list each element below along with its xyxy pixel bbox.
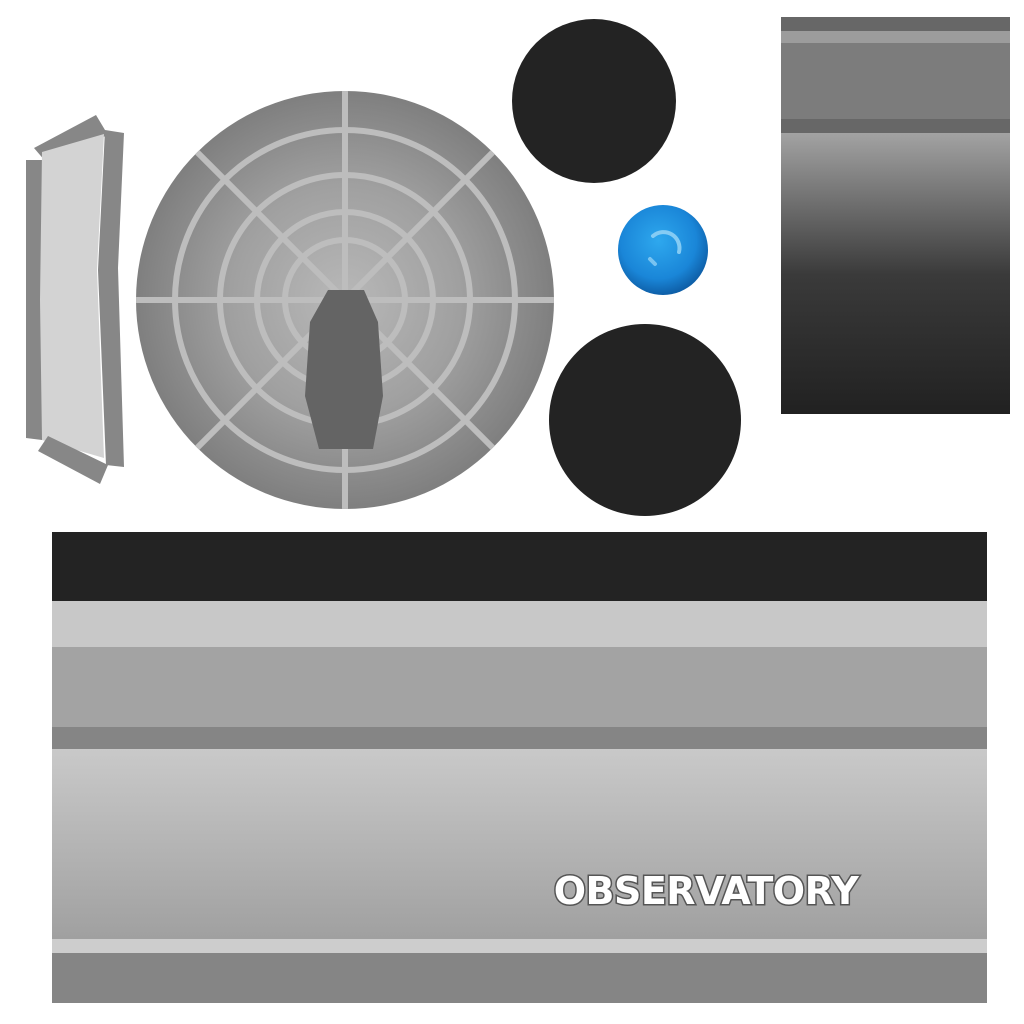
wall-dark-stripe — [52, 727, 987, 749]
blue-glass-lens-icon — [618, 205, 708, 295]
bottom-wall-panel: OBSERVATORY — [52, 532, 987, 1003]
panel-top-band — [781, 31, 1010, 43]
panel-top-rim — [781, 17, 1010, 31]
wall-light-trim — [52, 939, 987, 953]
wall-dark-band — [52, 532, 987, 601]
radar-dish — [136, 91, 554, 509]
bracket-bottom-cap — [38, 436, 108, 484]
bracket-inner-frame — [98, 130, 124, 467]
bracket-face — [40, 134, 104, 458]
observatory-label: OBSERVATORY — [554, 869, 860, 913]
bottom-black-disc — [549, 324, 741, 516]
wall-gradient-band — [52, 749, 987, 939]
panel-divider — [781, 119, 1010, 133]
wall-bottom-band — [52, 953, 987, 1003]
right-panel — [781, 17, 1010, 414]
side-bracket — [26, 115, 124, 484]
wall-light-stripe — [52, 601, 987, 647]
dish-feed-horn — [305, 290, 383, 449]
bracket-outer-frame — [26, 160, 42, 440]
top-black-disc — [512, 19, 676, 183]
wall-mid-band — [52, 647, 987, 727]
panel-upper-block — [781, 43, 1010, 119]
